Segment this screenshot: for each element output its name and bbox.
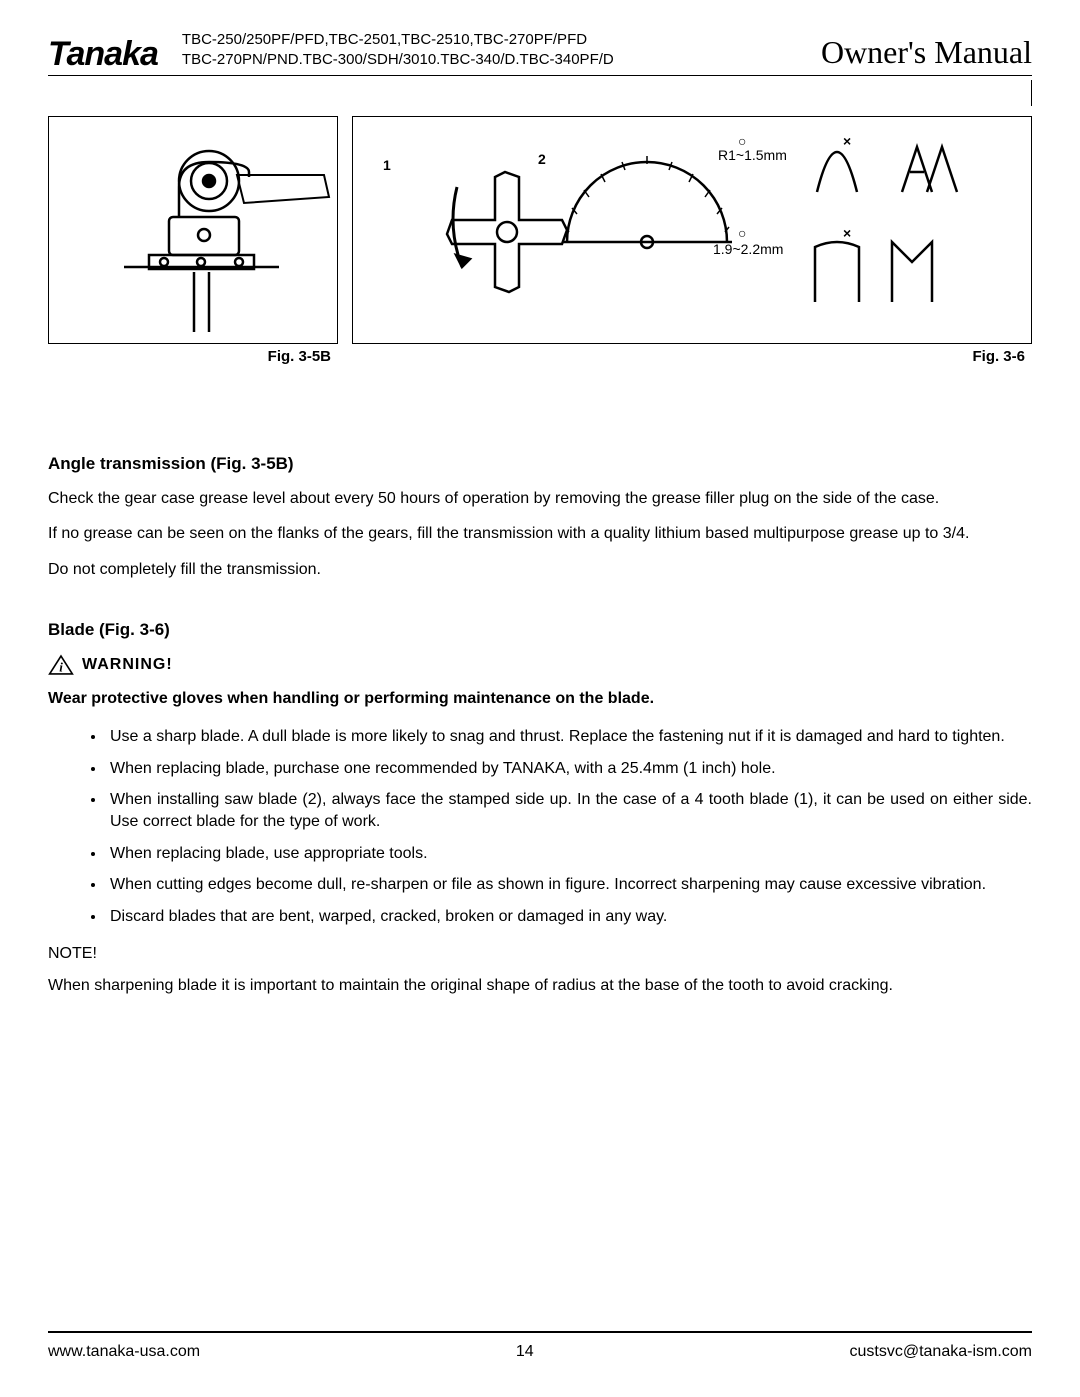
body-content: Angle transmission (Fig. 3-5B) Check the… xyxy=(48,454,1032,998)
note-paragraph: When sharpening blade it is important to… xyxy=(48,975,1032,997)
svg-text:i: i xyxy=(59,660,63,675)
footer-page: 14 xyxy=(516,1343,534,1361)
models-line-2: TBC-270PN/PND.TBC-300/SDH/3010.TBC-340/D… xyxy=(182,50,805,70)
angle-transmission-heading: Angle transmission (Fig. 3-5B) xyxy=(48,454,1032,474)
warning-row: i WARNING! xyxy=(48,654,1032,676)
bullet-5: When cutting edges become dull, re-sharp… xyxy=(106,874,1032,896)
footer-email: custsvc@tanaka-ism.com xyxy=(849,1343,1032,1361)
header-right-rule xyxy=(1031,80,1033,106)
fig-b-bad-1: × xyxy=(843,133,851,149)
page-footer: www.tanaka-usa.com 14 custsvc@tanaka-ism… xyxy=(48,1331,1032,1361)
page-header: Tanaka TBC-250/250PF/PFD,TBC-2501,TBC-25… xyxy=(48,30,1032,76)
angle-p3: Do not completely fill the transmission. xyxy=(48,559,1032,581)
blade-bullets: Use a sharp blade. A dull blade is more … xyxy=(48,726,1032,927)
fig-b-r1: R1~1.5mm xyxy=(718,147,787,163)
blade-heading: Blade (Fig. 3-6) xyxy=(48,620,1032,640)
warning-label: WARNING! xyxy=(82,656,173,674)
bullet-2: When replacing blade, purchase one recom… xyxy=(106,758,1032,780)
bullet-1: Use a sharp blade. A dull blade is more … xyxy=(106,726,1032,748)
fig-b-ok-2: ○ xyxy=(738,225,746,241)
fig-b-bad-2: × xyxy=(843,225,851,241)
blade-diagram xyxy=(353,117,1031,345)
footer-url: www.tanaka-usa.com xyxy=(48,1343,200,1361)
brand-logo: Tanaka xyxy=(48,37,158,71)
bullet-6: Discard blades that are bent, warped, cr… xyxy=(106,906,1032,928)
model-numbers: TBC-250/250PF/PFD,TBC-2501,TBC-2510,TBC-… xyxy=(182,30,805,71)
fig-b-label-1: 1 xyxy=(383,157,391,173)
warning-instruction: Wear protective gloves when handling or … xyxy=(48,690,1032,708)
figure-3-5b: Fig. 3-5B xyxy=(48,116,338,344)
angle-transmission-diagram xyxy=(49,117,339,345)
fig-b-r2: 1.9~2.2mm xyxy=(713,241,783,257)
figure-3-6: 1 2 ○ × R1~1.5mm ○ × 1.9~2.2mm Fig. 3-6 xyxy=(352,116,1032,344)
bullet-4: When replacing blade, use appropriate to… xyxy=(106,843,1032,865)
figure-row: Fig. 3-5B xyxy=(48,116,1032,344)
models-line-1: TBC-250/250PF/PFD,TBC-2501,TBC-2510,TBC-… xyxy=(182,30,805,50)
fig-b-label-2: 2 xyxy=(538,151,546,167)
figure-3-5b-caption: Fig. 3-5B xyxy=(268,348,331,365)
angle-p2: If no grease can be seen on the flanks o… xyxy=(48,523,1032,545)
bullet-3: When installing saw blade (2), always fa… xyxy=(106,789,1032,832)
warning-icon: i xyxy=(48,654,74,676)
note-label: NOTE! xyxy=(48,945,1032,963)
angle-p1: Check the gear case grease level about e… xyxy=(48,488,1032,510)
figure-3-6-caption: Fig. 3-6 xyxy=(972,348,1025,365)
document-title: Owner's Manual xyxy=(821,34,1032,71)
